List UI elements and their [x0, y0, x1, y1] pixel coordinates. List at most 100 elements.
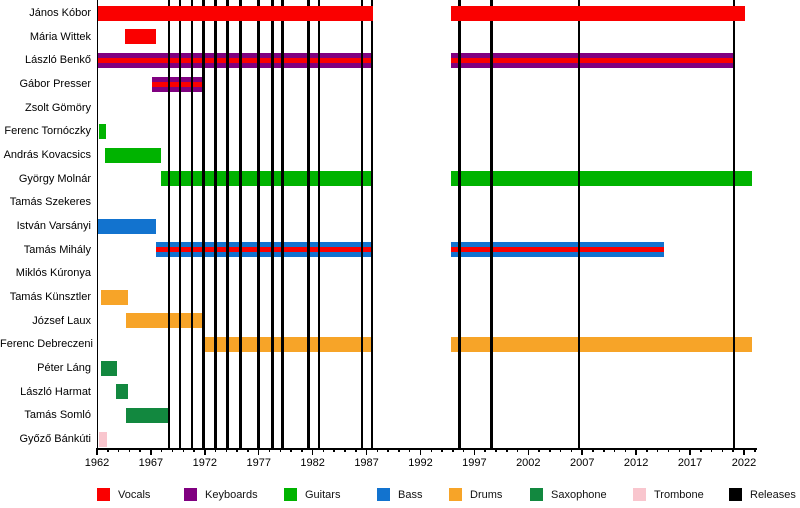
axis-minor-tick — [290, 448, 292, 452]
axis-major-tick — [419, 448, 422, 455]
axis-major-tick — [257, 448, 260, 455]
axis-minor-tick — [301, 448, 303, 452]
axis-minor-tick — [667, 448, 670, 452]
member-bar — [104, 147, 161, 163]
axis-minor-tick — [603, 448, 605, 452]
member-bar — [97, 218, 157, 234]
axis-minor-tick — [613, 448, 616, 452]
member-bar — [99, 123, 106, 139]
release-line — [214, 0, 217, 448]
axis-minor-tick — [225, 448, 228, 452]
legend-label: Trombone — [654, 489, 704, 501]
axis-major-tick — [473, 448, 476, 455]
release-line — [271, 0, 274, 448]
axis-tick-label: 1982 — [300, 457, 325, 469]
axis-minor-tick — [754, 448, 756, 452]
axis-minor-tick — [452, 448, 454, 452]
y-axis-line — [96, 0, 98, 448]
axis-minor-tick — [344, 448, 346, 452]
release-line — [360, 0, 364, 448]
axis-minor-tick — [387, 448, 389, 452]
axis-major-tick — [150, 448, 152, 455]
axis-tick-label: 2022 — [731, 457, 757, 469]
legend-swatch-releases-icon — [729, 488, 742, 501]
release-line — [307, 0, 310, 448]
axis-tick-label: 2002 — [516, 457, 541, 469]
release-line — [239, 0, 242, 448]
legend-label: Bass — [398, 489, 423, 501]
release-line — [178, 0, 182, 448]
axis-tick-label: 1997 — [462, 457, 487, 469]
axis-minor-tick — [559, 448, 562, 452]
legend-label: Saxophone — [551, 489, 607, 501]
member-bar — [201, 336, 374, 352]
axis-minor-tick — [549, 448, 551, 452]
member-label: Tamás Künsztler — [9, 291, 91, 303]
legend-swatch-saxophone-icon — [530, 488, 543, 501]
member-bar — [156, 242, 374, 258]
axis-minor-tick — [398, 448, 400, 452]
member-bar — [450, 336, 752, 352]
release-line — [226, 0, 229, 448]
axis-tick-label: 1987 — [354, 457, 379, 469]
axis-minor-tick — [182, 448, 184, 452]
member-bar — [126, 407, 170, 423]
member-label: István Varsányi — [16, 220, 91, 232]
release-line — [167, 0, 171, 448]
axis-minor-tick — [408, 448, 411, 452]
axis-minor-tick — [721, 448, 724, 452]
axis-minor-tick — [710, 448, 713, 452]
axis-minor-tick — [441, 448, 443, 452]
axis-major-tick — [743, 448, 745, 455]
member-label: Ferenc Tornóczky — [4, 125, 91, 138]
axis-minor-tick — [160, 448, 163, 452]
axis-minor-tick — [117, 448, 120, 452]
axis-minor-tick — [538, 448, 540, 452]
axis-minor-tick — [506, 448, 508, 452]
axis-minor-tick — [646, 448, 648, 452]
member-bar — [450, 171, 752, 187]
axis-minor-tick — [214, 448, 217, 452]
legend-label: Keyboards — [205, 489, 258, 501]
axis-minor-tick — [570, 448, 573, 452]
legend-swatch-guitars-icon — [284, 488, 297, 501]
member-label: Mária Wittek — [29, 30, 91, 43]
axis-minor-tick — [236, 448, 238, 452]
member-bar — [99, 431, 107, 447]
member-label: Miklós Kúronya — [15, 267, 91, 280]
axis-tick-label: 2007 — [569, 457, 595, 469]
release-line — [577, 0, 581, 448]
axis-major-tick — [365, 448, 368, 455]
axis-minor-tick — [247, 448, 249, 452]
member-bar — [116, 384, 129, 400]
axis-minor-tick — [128, 448, 131, 452]
member-bar — [450, 5, 746, 21]
x-axis-line — [97, 448, 757, 450]
axis-minor-tick — [592, 448, 594, 452]
member-bar — [101, 360, 118, 376]
legend-swatch-drums-icon — [449, 488, 462, 501]
legend-swatch-keyboards-icon — [184, 488, 197, 501]
axis-minor-tick — [624, 448, 627, 452]
axis-tick-label: 1967 — [138, 457, 164, 469]
legend-label: Vocals — [118, 489, 151, 501]
member-bar — [97, 52, 374, 68]
axis-tick-label: 1977 — [246, 457, 271, 469]
member-bar — [151, 76, 203, 92]
legend-label: Guitars — [305, 489, 341, 501]
axis-minor-tick — [700, 448, 702, 452]
member-bar — [101, 289, 129, 305]
member-label: György Molnár — [18, 172, 91, 185]
member-label: Tamás Somló — [24, 409, 91, 422]
member-bar — [97, 5, 374, 21]
axis-minor-tick — [171, 448, 174, 452]
axis-minor-tick — [355, 448, 357, 452]
release-line — [257, 0, 260, 448]
axis-tick-label: 1972 — [192, 457, 218, 469]
release-line — [281, 0, 284, 448]
member-label: Gábor Presser — [19, 78, 91, 90]
axis-tick-label: 1992 — [408, 457, 433, 469]
legend-swatch-vocals-icon — [97, 488, 110, 501]
axis-major-tick — [204, 448, 206, 455]
